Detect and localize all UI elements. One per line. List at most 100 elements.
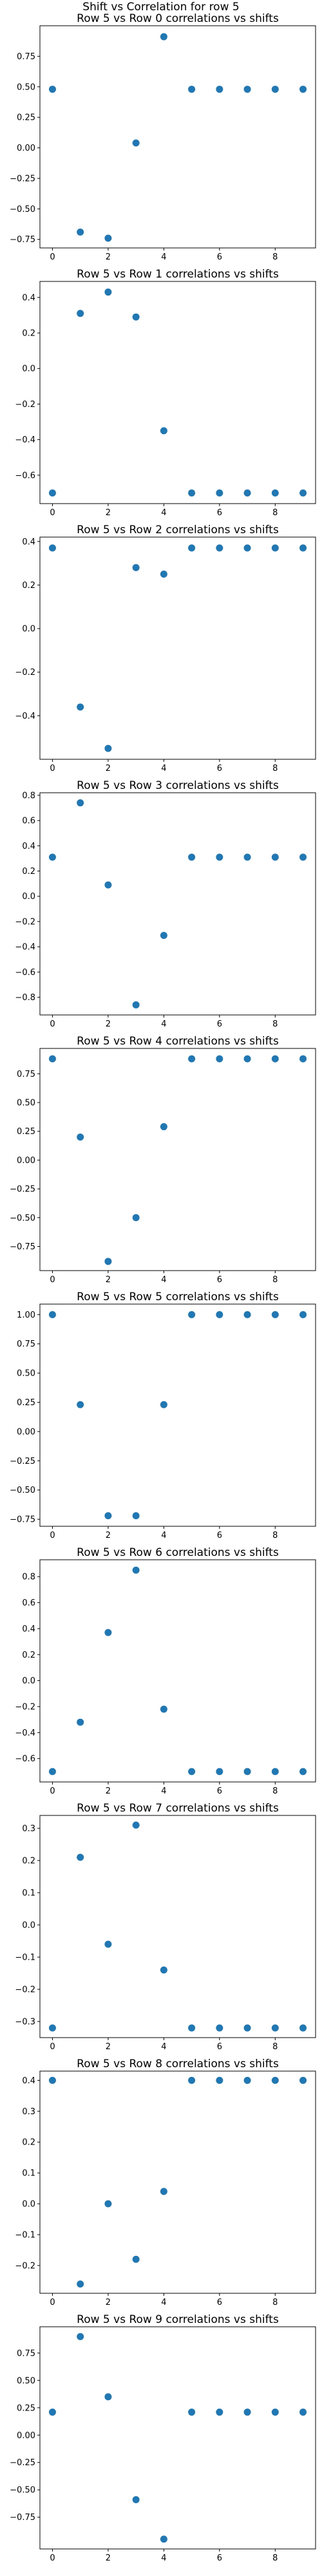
y-tick-label: 0.0 bbox=[22, 1676, 35, 1686]
data-point bbox=[216, 1311, 223, 1318]
data-point bbox=[132, 1001, 140, 1009]
y-tick-label: 0.0 bbox=[22, 2200, 35, 2210]
x-tick-label: 4 bbox=[161, 508, 166, 518]
data-point bbox=[77, 2333, 84, 2340]
data-point bbox=[243, 544, 251, 552]
x-tick-label: 6 bbox=[217, 2298, 222, 2307]
data-point bbox=[188, 853, 196, 861]
x-tick-label: 6 bbox=[217, 1019, 222, 1029]
data-point bbox=[188, 489, 196, 497]
y-tick-label: 0.3 bbox=[22, 1824, 35, 1834]
data-point bbox=[48, 1768, 56, 1776]
data-point bbox=[104, 2393, 112, 2401]
data-point bbox=[160, 932, 167, 940]
data-point bbox=[48, 2076, 56, 2084]
data-point bbox=[132, 1566, 140, 1574]
data-point bbox=[271, 489, 279, 497]
data-point bbox=[243, 853, 251, 861]
axes-frame bbox=[39, 1815, 316, 2038]
x-tick-label: 2 bbox=[106, 2298, 111, 2307]
subplot-title: Row 5 vs Row 9 correlations vs shifts bbox=[77, 2313, 279, 2326]
subplot-title: Row 5 vs Row 7 correlations vs shifts bbox=[77, 1802, 279, 1815]
figure-suptitle: Shift vs Correlation for row 5 bbox=[82, 1, 239, 14]
data-point bbox=[188, 544, 196, 552]
axes-frame bbox=[39, 1048, 316, 1271]
x-tick-label: 2 bbox=[106, 2553, 111, 2563]
data-point bbox=[132, 1512, 140, 1520]
subplot-title: Row 5 vs Row 2 correlations vs shifts bbox=[77, 524, 279, 536]
data-point bbox=[216, 2024, 223, 2032]
y-tick-label: −0.4 bbox=[15, 1728, 35, 1738]
data-point bbox=[299, 1311, 307, 1318]
y-tick-label: −0.4 bbox=[15, 435, 35, 445]
y-tick-label: 0.50 bbox=[17, 1099, 35, 1108]
data-point bbox=[271, 2024, 279, 2032]
data-point bbox=[188, 1055, 196, 1063]
x-tick-label: 0 bbox=[50, 1019, 55, 1029]
x-tick-label: 8 bbox=[272, 1531, 278, 1540]
subplot-title: Row 5 vs Row 4 correlations vs shifts bbox=[77, 1035, 279, 1048]
data-point bbox=[299, 86, 307, 93]
y-tick-label: 0.2 bbox=[22, 1857, 35, 1866]
y-tick-label: 0.0 bbox=[22, 892, 35, 902]
y-tick-label: 0.75 bbox=[17, 52, 35, 62]
x-tick-label: 0 bbox=[50, 2042, 55, 2052]
data-point bbox=[132, 1214, 140, 1222]
data-point bbox=[271, 1311, 279, 1318]
data-point bbox=[132, 2496, 140, 2504]
data-point bbox=[188, 2076, 196, 2084]
axes-frame bbox=[39, 25, 316, 249]
y-tick-label: 0.50 bbox=[17, 2376, 35, 2386]
y-tick-label: −0.4 bbox=[15, 943, 35, 952]
data-point bbox=[299, 2409, 307, 2416]
x-tick-label: 6 bbox=[217, 252, 222, 262]
data-point bbox=[271, 1768, 279, 1776]
data-point bbox=[104, 1258, 112, 1265]
x-tick-label: 4 bbox=[161, 2042, 166, 2052]
data-point bbox=[160, 571, 167, 578]
data-point bbox=[160, 1705, 167, 1713]
y-tick-label: 0.75 bbox=[17, 1070, 35, 1079]
y-tick-label: −0.6 bbox=[15, 471, 35, 480]
data-point bbox=[299, 1768, 307, 1776]
x-tick-label: 0 bbox=[50, 252, 55, 262]
data-point bbox=[132, 564, 140, 571]
y-tick-label: −0.3 bbox=[15, 2018, 35, 2027]
y-tick-label: 0.25 bbox=[17, 1398, 35, 1408]
data-point bbox=[271, 86, 279, 93]
y-tick-label: 0.25 bbox=[17, 113, 35, 123]
data-point bbox=[243, 2409, 251, 2416]
data-point bbox=[299, 489, 307, 497]
data-point bbox=[160, 1966, 167, 1974]
x-tick-label: 0 bbox=[50, 1275, 55, 1285]
y-tick-label: 0.8 bbox=[22, 791, 35, 800]
data-point bbox=[48, 2024, 56, 2032]
data-point bbox=[188, 2024, 196, 2032]
y-tick-label: 0.25 bbox=[17, 2403, 35, 2413]
data-point bbox=[188, 2409, 196, 2416]
data-point bbox=[77, 2280, 84, 2288]
x-tick-label: 0 bbox=[50, 1531, 55, 1540]
y-tick-label: −0.2 bbox=[15, 1702, 35, 1712]
x-tick-label: 0 bbox=[50, 508, 55, 518]
x-tick-label: 2 bbox=[106, 252, 111, 262]
data-point bbox=[48, 489, 56, 497]
y-tick-label: 0.00 bbox=[17, 144, 35, 153]
y-tick-label: −0.75 bbox=[10, 235, 35, 245]
data-point bbox=[77, 1718, 84, 1726]
y-tick-label: −0.75 bbox=[10, 1242, 35, 1252]
data-point bbox=[48, 86, 56, 93]
x-tick-label: 4 bbox=[161, 252, 166, 262]
data-point bbox=[77, 228, 84, 236]
y-tick-label: 0.6 bbox=[22, 1598, 35, 1608]
data-point bbox=[48, 544, 56, 552]
y-tick-label: −0.2 bbox=[15, 2261, 35, 2271]
x-tick-label: 2 bbox=[106, 1786, 111, 1796]
data-point bbox=[104, 2200, 112, 2208]
y-tick-label: 0.00 bbox=[17, 2431, 35, 2441]
y-tick-label: −0.25 bbox=[10, 1185, 35, 1195]
x-tick-label: 8 bbox=[272, 252, 278, 262]
data-point bbox=[104, 289, 112, 296]
subplot-0: Row 5 vs Row 0 correlations vs shifts −0.… bbox=[10, 12, 316, 262]
data-point bbox=[299, 1055, 307, 1063]
